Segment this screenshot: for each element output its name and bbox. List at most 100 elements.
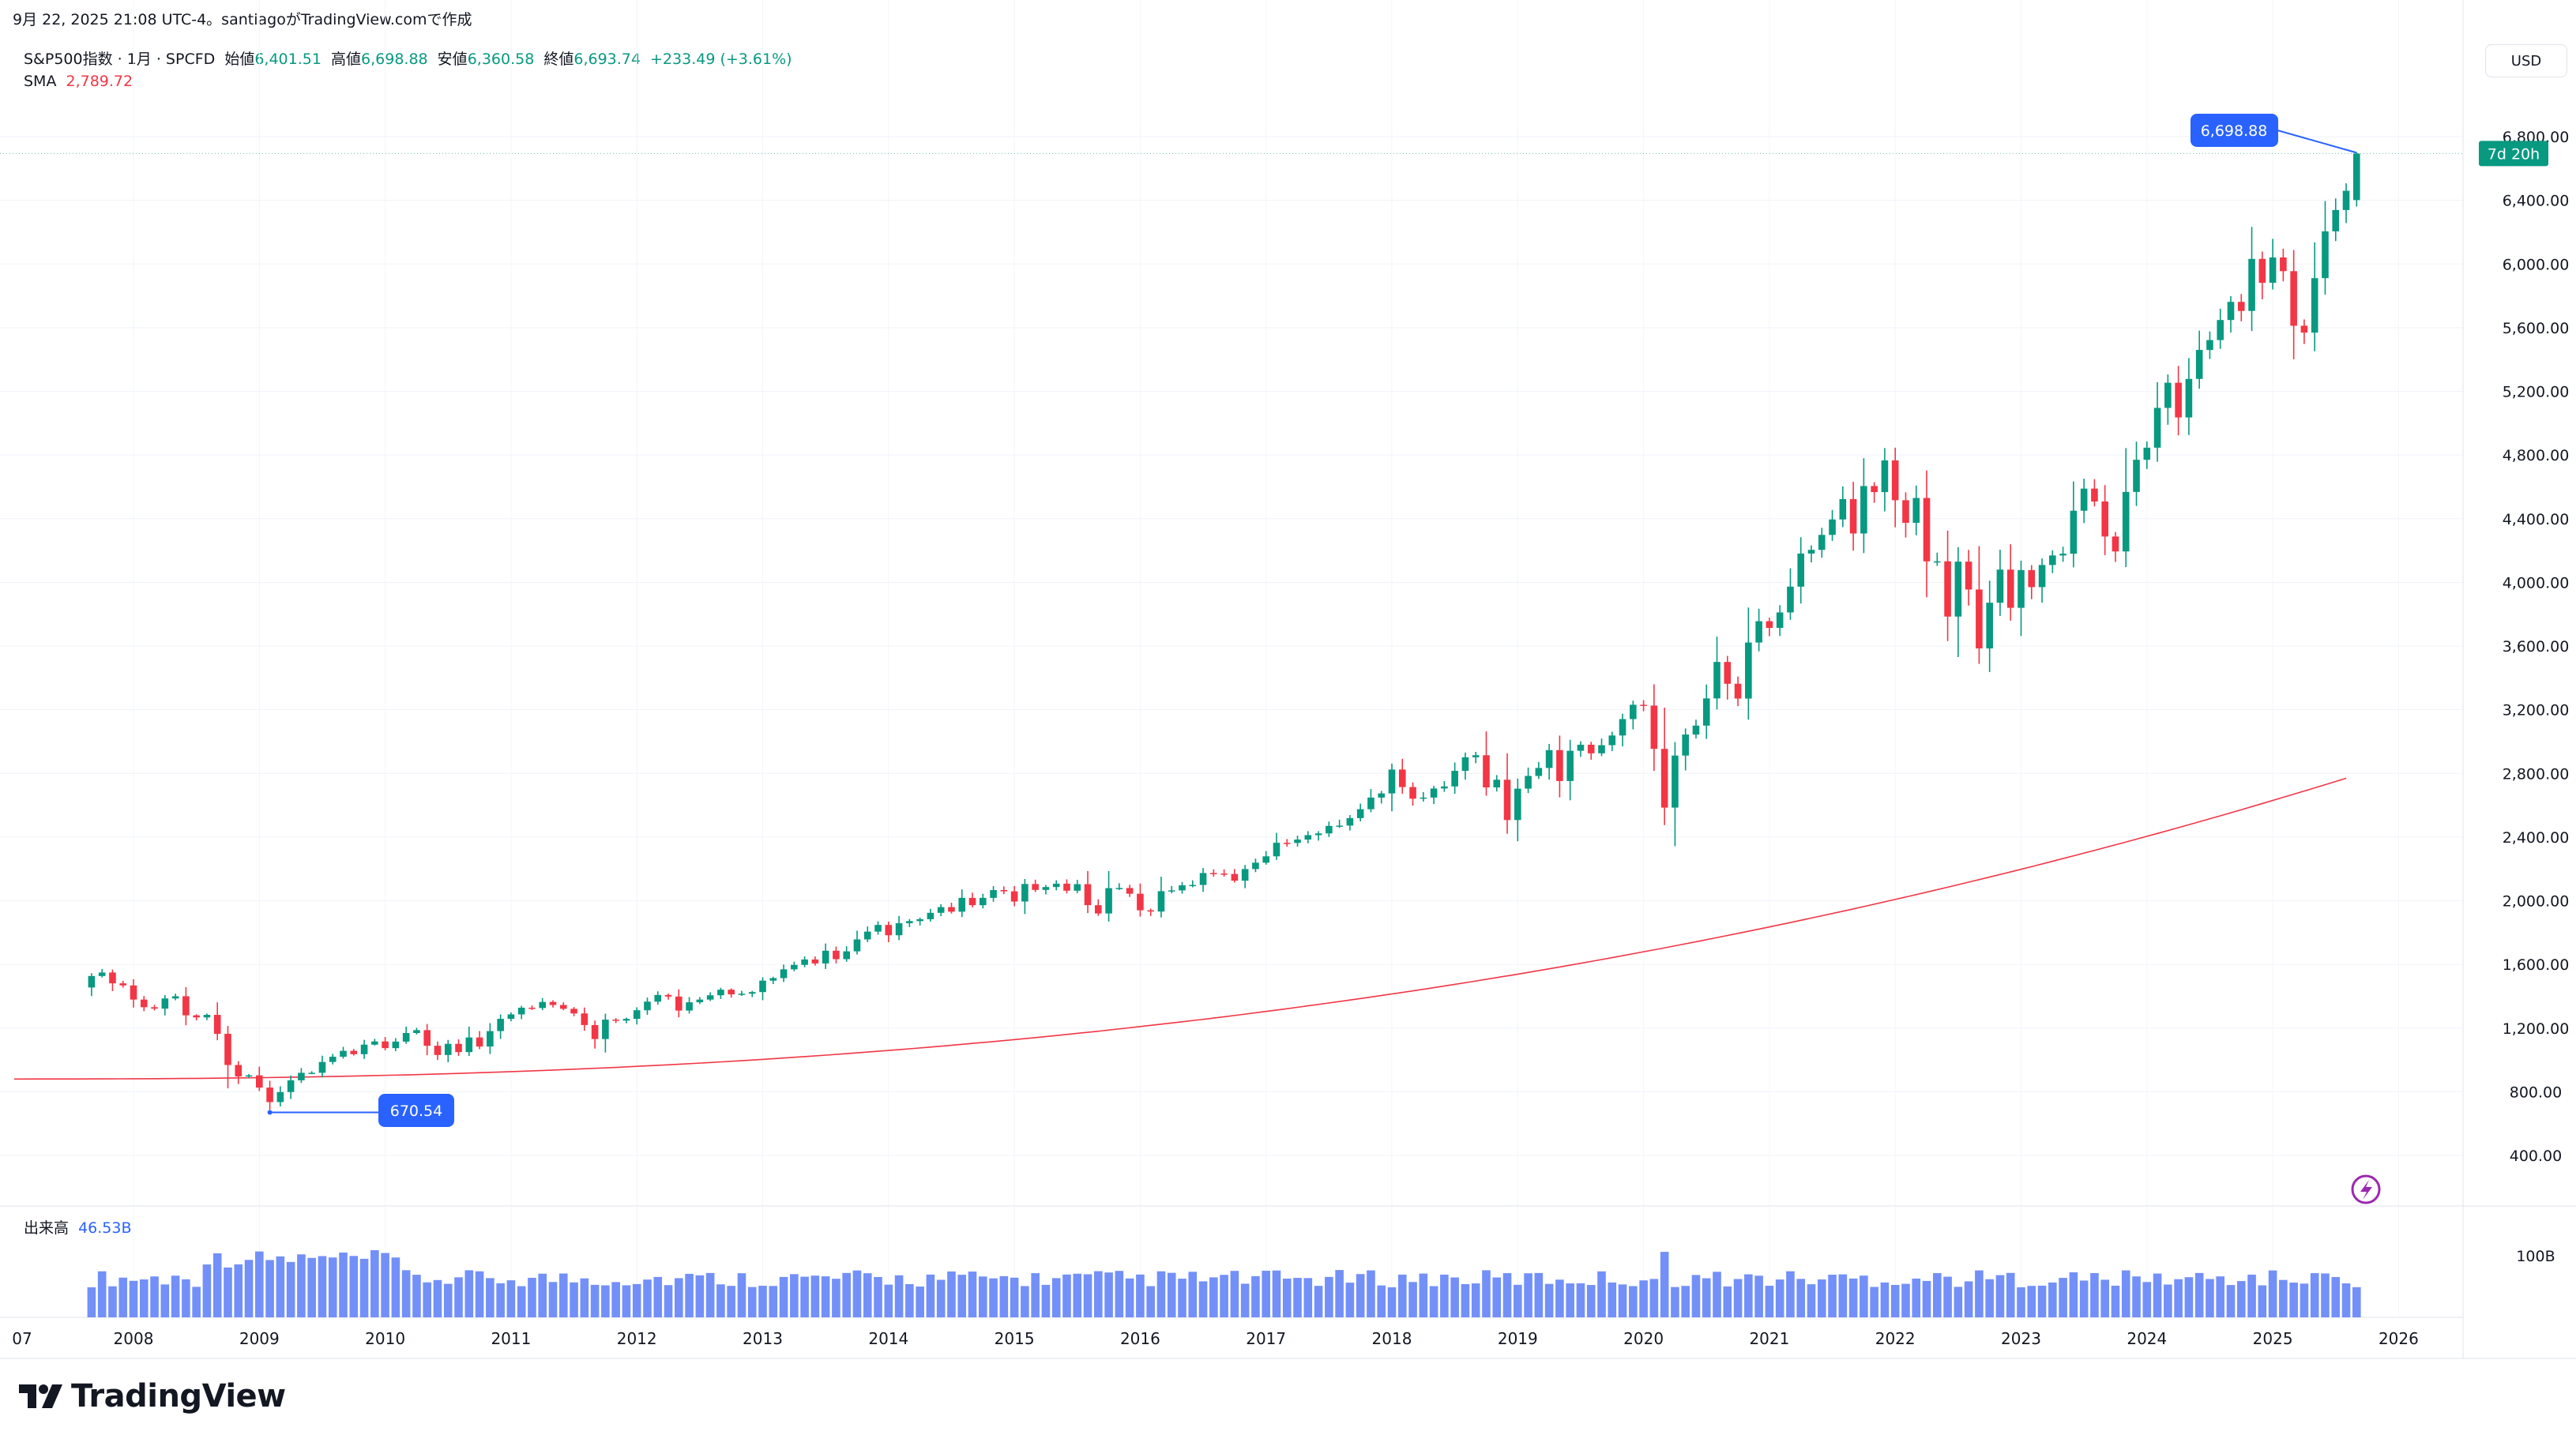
volume-bar — [832, 1279, 840, 1317]
candle — [507, 1012, 515, 1022]
candle — [1231, 869, 1239, 883]
candle-body — [801, 959, 808, 965]
volume-bar — [1345, 1283, 1355, 1317]
candle-body — [1577, 744, 1585, 751]
candle-body — [1745, 642, 1752, 699]
volume-bar — [1010, 1277, 1019, 1317]
candle — [130, 979, 137, 1008]
candle — [2248, 227, 2255, 332]
candle-body — [612, 1020, 619, 1021]
candle — [517, 1005, 525, 1020]
change-value: +233.49 (+3.61%) — [650, 51, 792, 68]
candle-body — [1388, 769, 1396, 794]
volume-bar — [2216, 1276, 2225, 1317]
candle-body — [1965, 562, 1972, 590]
volume-bar — [255, 1251, 264, 1317]
candle — [874, 921, 882, 935]
candle-body — [1147, 910, 1154, 912]
candle-body — [1849, 498, 1857, 534]
candle-body — [1378, 793, 1386, 798]
volume-bar — [234, 1264, 243, 1317]
volume-bar — [2174, 1279, 2183, 1317]
candle-body — [2112, 536, 2119, 552]
candle — [581, 1007, 589, 1031]
candle-body — [916, 918, 923, 922]
candle — [2280, 248, 2287, 282]
candle-body — [1189, 885, 1197, 887]
candle-body — [1441, 786, 1448, 789]
candle — [1220, 869, 1228, 877]
candle-body — [1084, 884, 1092, 906]
candle-body — [2342, 190, 2350, 210]
volume-bar — [2258, 1285, 2267, 1317]
candle-body — [1640, 704, 1647, 706]
candle-body — [1934, 561, 1941, 563]
candle-body — [1095, 905, 1102, 914]
candle — [1660, 707, 1668, 825]
volume-bar — [1838, 1274, 1848, 1317]
candle — [1902, 492, 1909, 538]
candle — [161, 994, 169, 1016]
volume-bar — [2300, 1283, 2309, 1317]
flash-icon[interactable] — [2351, 1174, 2381, 1204]
volume-bar — [1597, 1271, 1606, 1317]
candle-body — [1976, 589, 1983, 649]
candle-body — [1021, 884, 1029, 902]
candle-body — [958, 897, 966, 912]
volume-bar — [108, 1286, 117, 1317]
candle — [1755, 608, 1762, 652]
volume-bar — [1514, 1284, 1522, 1317]
volume-bar — [212, 1253, 222, 1317]
volume-bar — [2027, 1286, 2036, 1317]
volume-bar — [769, 1286, 778, 1317]
candle — [1063, 879, 1070, 894]
candle — [1986, 580, 1993, 672]
candle-body — [1115, 888, 1123, 889]
volume-bar — [1713, 1272, 1721, 1317]
candle — [696, 997, 704, 1005]
candle — [769, 976, 777, 985]
volume-bar — [1408, 1282, 1417, 1317]
volume-bar — [2100, 1279, 2109, 1317]
volume-bar — [1198, 1281, 1208, 1317]
candle — [329, 1054, 337, 1065]
candle-body — [1346, 817, 1354, 826]
candle — [612, 1018, 619, 1024]
candle-body — [927, 912, 935, 919]
candle — [1430, 786, 1438, 805]
volume-bar — [1817, 1279, 1826, 1317]
volume-bar — [2194, 1272, 2204, 1317]
candle-body — [1493, 779, 1501, 787]
volume-label[interactable]: 出来高 — [24, 1219, 70, 1237]
candle-body — [2006, 569, 2014, 608]
symbol-label[interactable]: S&P500指数 · 1月 · SPCFD — [24, 51, 216, 68]
volume-bar — [1890, 1284, 1900, 1317]
candle-body — [1010, 891, 1018, 902]
candle — [2006, 544, 2014, 621]
candle — [382, 1037, 389, 1050]
volume-bar — [2153, 1273, 2162, 1317]
candle-body — [1179, 885, 1186, 891]
currency-button[interactable]: USD — [2485, 44, 2567, 77]
candle — [1503, 753, 1511, 834]
candle-body — [434, 1046, 442, 1055]
candle-body — [276, 1091, 284, 1103]
sma-label[interactable]: SMA — [24, 73, 57, 90]
candle — [1042, 885, 1050, 895]
candle-body — [1902, 500, 1909, 523]
volume-bar — [1681, 1286, 1690, 1317]
candle — [235, 1061, 243, 1084]
volume-bar — [632, 1283, 641, 1317]
volume-bar — [1754, 1275, 1763, 1317]
volume-bar — [87, 1287, 96, 1317]
candle-body — [203, 1015, 211, 1018]
volume-bars — [87, 1250, 2361, 1317]
candle-body — [161, 998, 169, 1009]
candle-body — [1672, 755, 1679, 808]
candle-body — [2311, 278, 2318, 333]
tradingview-logo[interactable]: TradingView — [17, 1378, 286, 1414]
volume-bar — [528, 1277, 536, 1317]
candle — [266, 1080, 273, 1110]
candle — [602, 1013, 609, 1053]
